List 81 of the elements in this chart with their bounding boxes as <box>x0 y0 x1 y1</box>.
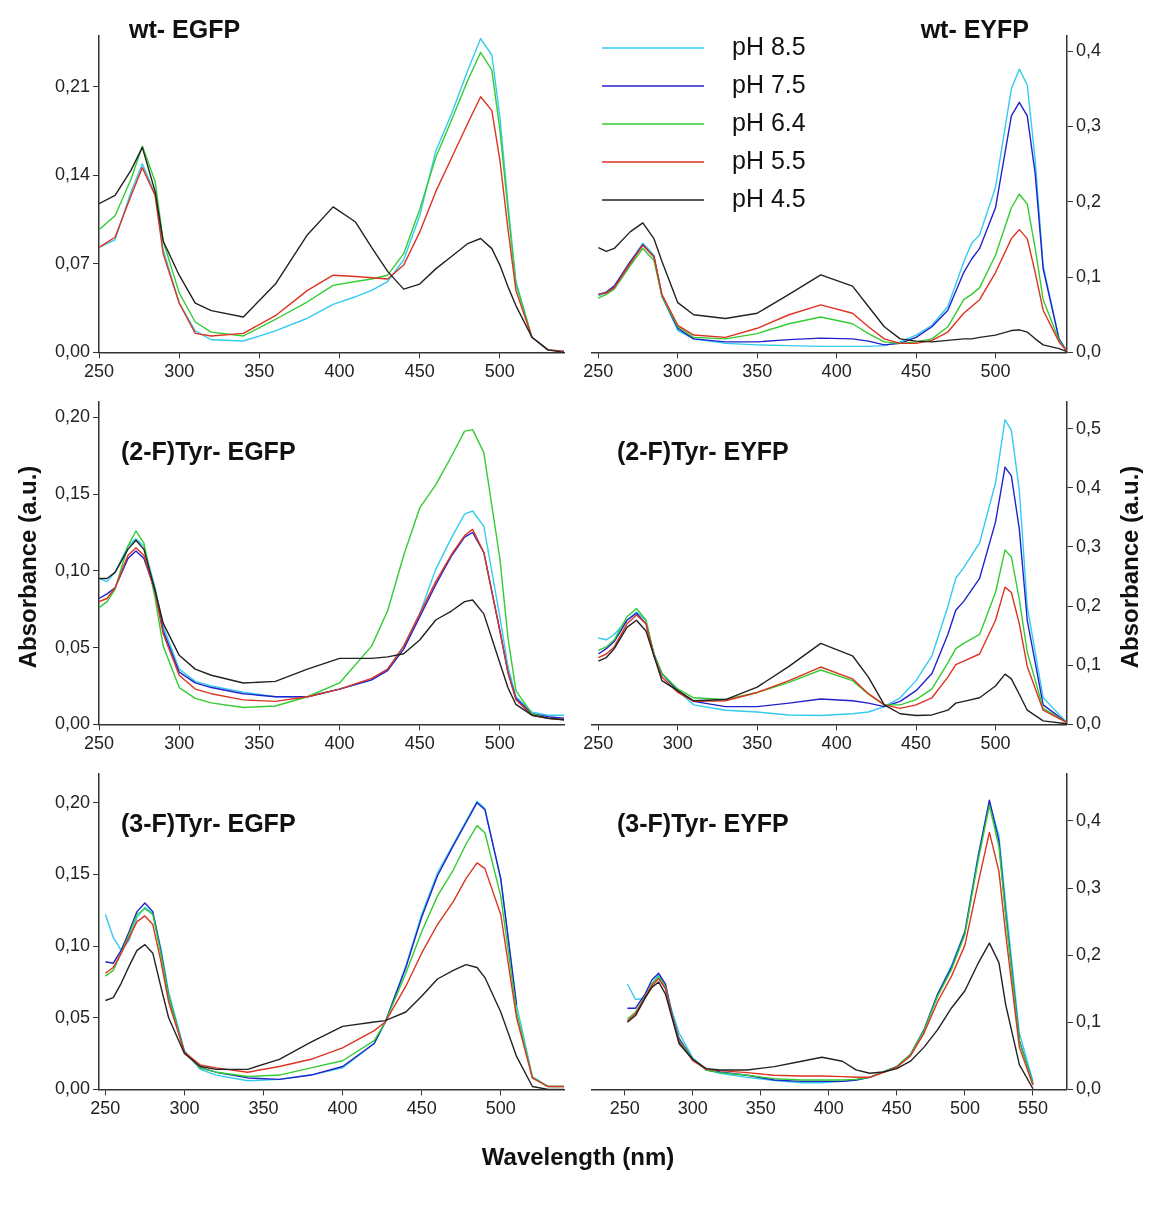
x-tick-label: 300 <box>164 733 195 754</box>
y2-tick-label: 0,2 <box>1075 190 1102 211</box>
x-tick-label: 450 <box>404 733 435 754</box>
y-tick-label: 0,05 <box>54 636 91 657</box>
x-tick-label: 400 <box>813 1098 844 1119</box>
x-tick-label: 450 <box>901 733 932 754</box>
y2-tick-label: 0,1 <box>1075 654 1102 675</box>
x-tick-label: 450 <box>404 361 435 382</box>
y-tick-label: 0,20 <box>54 791 91 812</box>
x-tick-label: 250 <box>90 1098 121 1119</box>
x-tick-label: 350 <box>244 361 275 382</box>
x-tick-label: 250 <box>609 1098 640 1119</box>
y-tick-label: 0,20 <box>54 406 91 427</box>
x-tick-label: 500 <box>484 733 515 754</box>
x-tick-label: 300 <box>677 1098 708 1119</box>
x-tick-label: 350 <box>244 733 275 754</box>
y2-tick-label: 0,0 <box>1075 713 1102 734</box>
y-tick-label: 0,21 <box>54 75 91 96</box>
x-axis-title: Wavelength (nm) <box>481 1143 675 1171</box>
x-tick-label: 250 <box>583 361 614 382</box>
legend-label: pH 6.4 <box>732 107 806 136</box>
x-tick-label: 300 <box>662 361 693 382</box>
x-tick-label: 350 <box>742 733 773 754</box>
x-tick-label: 450 <box>901 361 932 382</box>
y-tick-label: 0,10 <box>54 935 91 956</box>
x-tick-label: 500 <box>980 733 1011 754</box>
x-tick-label: 350 <box>742 361 773 382</box>
x-tick-label: 400 <box>324 733 355 754</box>
x-tick-label: 250 <box>583 733 614 754</box>
y2-tick-label: 0,3 <box>1075 115 1102 136</box>
y-tick-label: 0,00 <box>54 713 91 734</box>
y-tick-label: 0,00 <box>54 341 91 362</box>
x-tick-label: 300 <box>169 1098 200 1119</box>
x-tick-label: 300 <box>164 361 195 382</box>
chart-title: wt- EGFP <box>128 15 241 43</box>
y2-tick-label: 0,3 <box>1075 877 1102 898</box>
x-tick-label: 250 <box>84 361 115 382</box>
chart-title: wt- EYFP <box>919 15 1029 43</box>
y2-tick-label: 0,4 <box>1075 476 1102 497</box>
y-tick-label: 0,05 <box>54 1006 91 1027</box>
y2-axis-title: Absorbance (a.u.) <box>1116 465 1144 668</box>
x-tick-label: 450 <box>406 1098 437 1119</box>
x-tick-label: 400 <box>327 1098 358 1119</box>
y-tick-label: 0,15 <box>54 483 91 504</box>
x-tick-label: 500 <box>949 1098 980 1119</box>
y2-tick-label: 0,2 <box>1075 595 1102 616</box>
x-tick-label: 350 <box>248 1098 279 1119</box>
x-tick-label: 250 <box>84 733 115 754</box>
y2-tick-label: 0,4 <box>1075 40 1102 61</box>
x-tick-label: 400 <box>324 361 355 382</box>
y2-tick-label: 0,0 <box>1075 1078 1102 1099</box>
text: (2-F)Tyr- EYFP <box>617 437 789 465</box>
text: (3-F)Tyr- EGFP <box>121 809 296 837</box>
text: (2-F)Tyr- EGFP <box>121 437 296 465</box>
x-tick-label: 500 <box>484 361 515 382</box>
x-tick-label: 300 <box>662 733 693 754</box>
y2-tick-label: 0,0 <box>1075 341 1102 362</box>
y-tick-label: 0,14 <box>54 164 91 185</box>
x-tick-label: 350 <box>745 1098 776 1119</box>
legend-label: pH 7.5 <box>732 69 806 98</box>
legend-label: pH 8.5 <box>732 31 806 60</box>
y-tick-label: 0,07 <box>54 252 91 273</box>
legend-label: pH 5.5 <box>732 145 806 174</box>
y2-tick-label: 0,1 <box>1075 1011 1102 1032</box>
y2-tick-label: 0,2 <box>1075 944 1102 965</box>
y2-tick-label: 0,3 <box>1075 535 1102 556</box>
y-axis-title: Absorbance (a.u.) <box>14 465 42 668</box>
x-tick-label: 500 <box>485 1098 516 1119</box>
y-tick-label: 0,00 <box>54 1078 91 1099</box>
y2-tick-label: 0,1 <box>1075 266 1102 287</box>
x-tick-label: 550 <box>1017 1098 1048 1119</box>
x-tick-label: 450 <box>881 1098 912 1119</box>
x-tick-label: 500 <box>980 361 1011 382</box>
legend-label: pH 4.5 <box>732 183 806 212</box>
y-tick-label: 0,15 <box>54 863 91 884</box>
x-tick-label: 400 <box>821 361 852 382</box>
y2-tick-label: 0,4 <box>1075 809 1102 830</box>
text: (3-F)Tyr- EYFP <box>617 809 789 837</box>
y2-tick-label: 0,5 <box>1075 417 1102 438</box>
x-tick-label: 400 <box>821 733 852 754</box>
y-tick-label: 0,10 <box>54 559 91 580</box>
